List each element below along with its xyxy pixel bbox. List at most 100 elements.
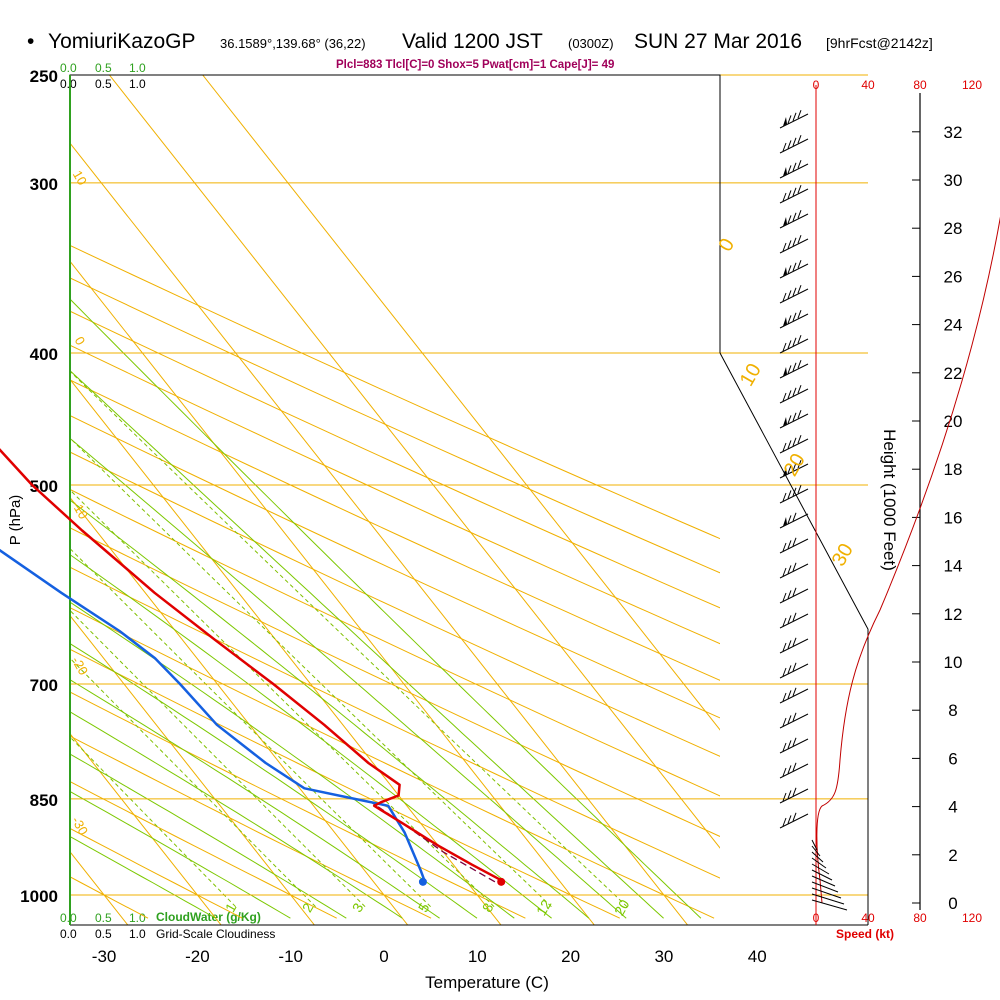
dry-adiabat-line xyxy=(70,244,720,540)
height-tick-label: 4 xyxy=(948,798,957,817)
dry-adiabat-line xyxy=(70,648,621,919)
wind-barb-pennant xyxy=(783,417,787,426)
wind-barb-feather xyxy=(787,115,792,124)
isotherm-label: 10 xyxy=(736,360,766,390)
mixing-ratio-line xyxy=(70,609,366,908)
height-tick-label: 14 xyxy=(944,557,963,576)
surface-temperature-point xyxy=(497,877,506,886)
moist-adiabat-line xyxy=(70,711,403,919)
wind-barb-feather xyxy=(787,540,792,549)
isotherm-label: -30 xyxy=(69,814,91,838)
wind-barb-pennant xyxy=(783,367,787,376)
wind-barb xyxy=(779,385,809,404)
dry-adiabat-line xyxy=(70,451,720,757)
moist-adiabat-line xyxy=(70,499,590,919)
mixing-ratio-label: 12 xyxy=(533,897,555,919)
wind-barb-staff xyxy=(779,613,809,629)
wind-barb-feather xyxy=(782,242,787,252)
wind-barb-feather xyxy=(792,662,797,671)
wind-barb-staff xyxy=(779,763,809,779)
moist-adiabat-line xyxy=(70,679,440,919)
wind-barb-feather xyxy=(782,292,787,302)
x-tick-label: -30 xyxy=(92,947,117,966)
dry-adiabat-line xyxy=(70,415,720,719)
wind-barb xyxy=(779,612,809,629)
wind-barb-feather xyxy=(782,567,787,577)
wind-barb-feather xyxy=(792,387,797,396)
mixing-ratio-label: 8 xyxy=(479,900,497,915)
wind-barb-pennant xyxy=(783,267,787,276)
wind-barb-feather xyxy=(782,617,787,627)
dry-adiabat-line xyxy=(70,277,720,574)
wind-barb-feather xyxy=(792,287,797,296)
cloudiness-tick-top-0: 0.0 xyxy=(60,77,77,91)
wind-barb-feather xyxy=(797,210,802,219)
wind-barb-feather xyxy=(787,465,792,474)
wind-barb-feather xyxy=(787,315,792,324)
height-tick-label: 32 xyxy=(944,123,963,142)
isotherm-line xyxy=(70,378,502,925)
wind-barb-feather xyxy=(797,285,802,294)
moist-adiabat-line xyxy=(70,643,478,919)
wind-barb-feather xyxy=(792,162,797,171)
wind-barb-staff xyxy=(779,563,809,579)
wind-barb xyxy=(779,562,809,579)
wind-barb-pennant xyxy=(783,317,787,326)
wind-barb-staff xyxy=(779,738,809,754)
temperature-line xyxy=(0,448,505,883)
cloudiness-tick-bottom-0: 0.0 xyxy=(60,927,77,941)
wind-barb-feather xyxy=(797,160,802,169)
valid-date: SUN 27 Mar 2016 xyxy=(634,30,803,53)
wind-speed-tick-top: 0 xyxy=(813,78,820,92)
wind-barb-feather xyxy=(797,110,802,119)
isotherm-label: 0 xyxy=(72,334,89,348)
wind-barb-low xyxy=(811,881,839,893)
wind-barb-feather xyxy=(787,640,792,649)
wind-barb-pennant xyxy=(783,117,787,126)
height-tick-label: 2 xyxy=(948,846,957,865)
dry-adiabat-line xyxy=(70,379,720,681)
mixing-ratio-label: 5 xyxy=(415,900,433,915)
mixing-ratio-label: 3 xyxy=(349,900,367,915)
wind-barb-feather xyxy=(792,612,797,621)
wind-barb-staff xyxy=(779,663,809,679)
wind-barb-feather xyxy=(797,485,802,494)
wind-speed-profile xyxy=(816,216,1000,904)
wind-barb-feather xyxy=(782,142,787,152)
cloudiness-tick-bottom-1: 0.5 xyxy=(95,927,112,941)
wind-barb xyxy=(779,410,809,429)
wind-barb xyxy=(779,285,809,304)
wind-barb-pennant xyxy=(783,167,787,176)
forecast-label: [9hrFcst@2142z] xyxy=(826,35,933,51)
cloudwater-tick-bottom-0: 0.0 xyxy=(60,911,77,925)
y-tick-label: 300 xyxy=(30,175,58,194)
wind-barb-feather xyxy=(787,390,792,399)
wind-barb-feather xyxy=(787,215,792,224)
cloudwater-tick-top-1: 0.5 xyxy=(95,61,112,75)
wind-barb-feather xyxy=(787,415,792,424)
wind-barb-feather xyxy=(782,792,787,802)
sounding-series xyxy=(0,448,506,886)
x-tick-label: -20 xyxy=(185,947,210,966)
wind-barb-staff xyxy=(779,188,809,204)
wind-barb-feather xyxy=(792,462,797,471)
wind-barb-feather xyxy=(787,515,792,524)
wind-barb-staff xyxy=(779,313,809,329)
wind-barb-feather xyxy=(787,290,792,299)
dry-adiabat-line xyxy=(70,310,720,609)
cloudwater-label: CloudWater (g/Kg) xyxy=(156,910,261,924)
wind-barb xyxy=(779,512,809,529)
valid-time: Valid 1200 JST xyxy=(402,30,543,53)
wind-barb-staff xyxy=(779,113,809,129)
wind-barb-feather xyxy=(792,537,797,546)
wind-barb-low xyxy=(811,887,842,899)
dry-adiabat-line xyxy=(70,488,720,797)
wind-barb-feather xyxy=(797,185,802,194)
wind-speed-tick-bottom: 80 xyxy=(913,911,927,925)
wind-barb-feather xyxy=(782,717,787,727)
wind-barb-feather xyxy=(787,340,792,349)
x-axis-label: Temperature (C) xyxy=(425,973,549,992)
wind-barb xyxy=(779,687,809,704)
y-axis-label: P (hPa) xyxy=(7,495,24,546)
wind-barb-staff xyxy=(779,538,809,554)
